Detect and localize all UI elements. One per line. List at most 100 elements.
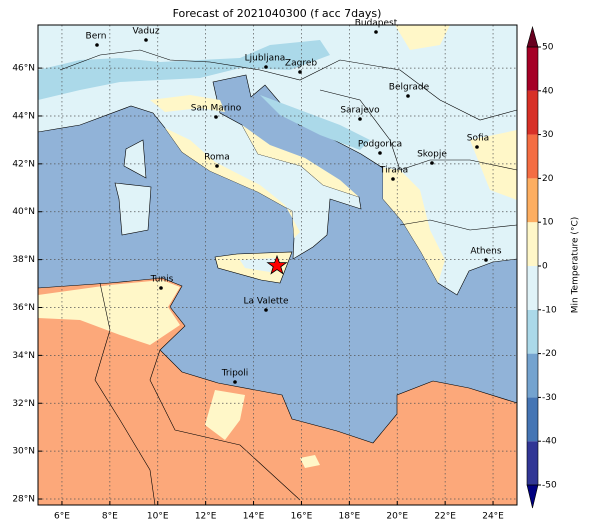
x-tick-label: 10°E xyxy=(147,512,169,522)
city: Podgorica xyxy=(358,140,402,155)
city: Sofia xyxy=(467,134,489,149)
colorbar-segment xyxy=(527,47,538,91)
city-dot xyxy=(215,164,219,168)
city: Bern xyxy=(86,32,106,47)
libya-warm-2 xyxy=(300,455,320,468)
colorbar-segment xyxy=(527,134,538,179)
hungary-warm xyxy=(395,25,450,50)
border xyxy=(399,219,517,231)
city: Tunis xyxy=(150,275,174,290)
sicily-inland xyxy=(240,258,275,272)
city: Skopje xyxy=(417,150,447,165)
city: Zagreb xyxy=(285,59,317,74)
city-dot xyxy=(475,145,479,149)
colorbar-segment xyxy=(527,266,538,310)
location-star xyxy=(266,254,288,275)
italy-coast-warm xyxy=(165,128,300,238)
y-tick-label: 46°N xyxy=(12,64,35,74)
colorbar-tick-label: 30 xyxy=(542,130,554,140)
map-area xyxy=(38,25,517,505)
alps-cold-2 xyxy=(260,95,370,150)
colorbar-label: Min Temperature (°C) xyxy=(571,217,581,314)
title: Forecast of 2021040300 (f acc 7days) xyxy=(173,7,382,20)
city-dot xyxy=(391,177,395,181)
city: Budapest xyxy=(355,19,398,34)
city-label: Tirana xyxy=(379,166,408,176)
colorbar-tick-label: 20 xyxy=(542,174,554,184)
city-dot xyxy=(484,258,488,262)
border xyxy=(94,282,156,505)
y-tick-label: 34°N xyxy=(12,351,35,361)
colorbar-tick-label: 10 xyxy=(542,218,554,228)
city-label: Tunis xyxy=(150,275,174,285)
colorbar-tick-label: 50 xyxy=(542,43,554,53)
colorbar-segment xyxy=(527,222,538,266)
corsica xyxy=(123,139,147,179)
libya-warm-1 xyxy=(205,390,245,440)
colorbar-segment xyxy=(527,353,538,398)
city-dot xyxy=(358,117,362,121)
x-tick-label: 14°E xyxy=(243,512,265,522)
city-label: Sarajevo xyxy=(340,106,380,116)
x-tick-label: 24°E xyxy=(482,512,504,522)
colorbar-tick-label: 40 xyxy=(542,86,554,96)
y-tick-label: 30°N xyxy=(12,447,35,457)
graticule: 6°E 8°E 10°E 12°E 14°E 16°E 18°E 20°E 22°E 24°E 28… xyxy=(12,25,517,522)
x-tick-label: 20°E xyxy=(386,512,408,522)
city-label: Athens xyxy=(470,247,501,257)
city-dot xyxy=(378,151,382,155)
city-label: Ljubljana xyxy=(245,54,286,64)
city-dot xyxy=(430,161,434,165)
city: Ljubljana xyxy=(245,54,286,69)
x-tick-label: 12°E xyxy=(195,512,217,522)
city-dot xyxy=(406,94,410,98)
po-valley-warm xyxy=(150,95,225,112)
city-label: Tripoli xyxy=(221,369,249,379)
alps-cold xyxy=(38,40,330,100)
y-tick-label: 38°N xyxy=(12,255,35,265)
city-label: Budapest xyxy=(355,19,398,29)
city-dot xyxy=(264,308,268,312)
balkan-warm xyxy=(383,168,445,283)
colorbar-over xyxy=(526,25,539,48)
city-label: San Marino xyxy=(191,104,242,114)
city-label: Sofia xyxy=(467,134,489,144)
city-label: Belgrade xyxy=(389,83,430,93)
city-dot xyxy=(95,43,99,47)
colorbar: -50 -40 -30 -20 -10 0 10 20 30 40 50 xyxy=(526,25,557,509)
colorbar-segment xyxy=(527,90,538,135)
city-dot xyxy=(144,38,148,42)
y-tick-label: 40°N xyxy=(12,207,35,217)
y-tick-label: 44°N xyxy=(12,111,35,121)
colorbar-tick-label: 0 xyxy=(542,262,548,272)
city: San Marino xyxy=(191,104,242,119)
colorbar-tick-label: -10 xyxy=(542,305,557,315)
colorbar-segment xyxy=(527,441,538,485)
y-tick-label: 36°N xyxy=(12,303,35,313)
city-dot xyxy=(374,30,378,34)
city: Sarajevo xyxy=(340,106,380,121)
city-label: Roma xyxy=(204,153,230,163)
city-dot xyxy=(298,70,302,74)
y-tick-label: 42°N xyxy=(12,159,35,169)
city-dot xyxy=(214,115,218,119)
city-label: Vaduz xyxy=(132,27,159,37)
colorbar-segment xyxy=(527,397,538,442)
city: Tripoli xyxy=(221,369,249,384)
map-frame xyxy=(37,24,518,506)
border xyxy=(149,349,301,501)
city-label: Podgorica xyxy=(358,140,402,150)
city: Belgrade xyxy=(389,83,430,98)
tunisia-warm xyxy=(38,280,180,345)
city: Athens xyxy=(470,247,502,262)
colorbar-tick-label: -30 xyxy=(542,393,557,403)
x-tick-label: 8°E xyxy=(102,512,118,522)
x-tick-label: 6°E xyxy=(54,512,70,522)
y-tick-label: 28°N xyxy=(12,495,35,505)
city: Tirana xyxy=(379,166,408,181)
city-dot xyxy=(233,380,237,384)
x-tick-label: 16°E xyxy=(291,512,313,522)
city-label: Zagreb xyxy=(285,59,317,69)
colorbar-under xyxy=(526,484,539,509)
